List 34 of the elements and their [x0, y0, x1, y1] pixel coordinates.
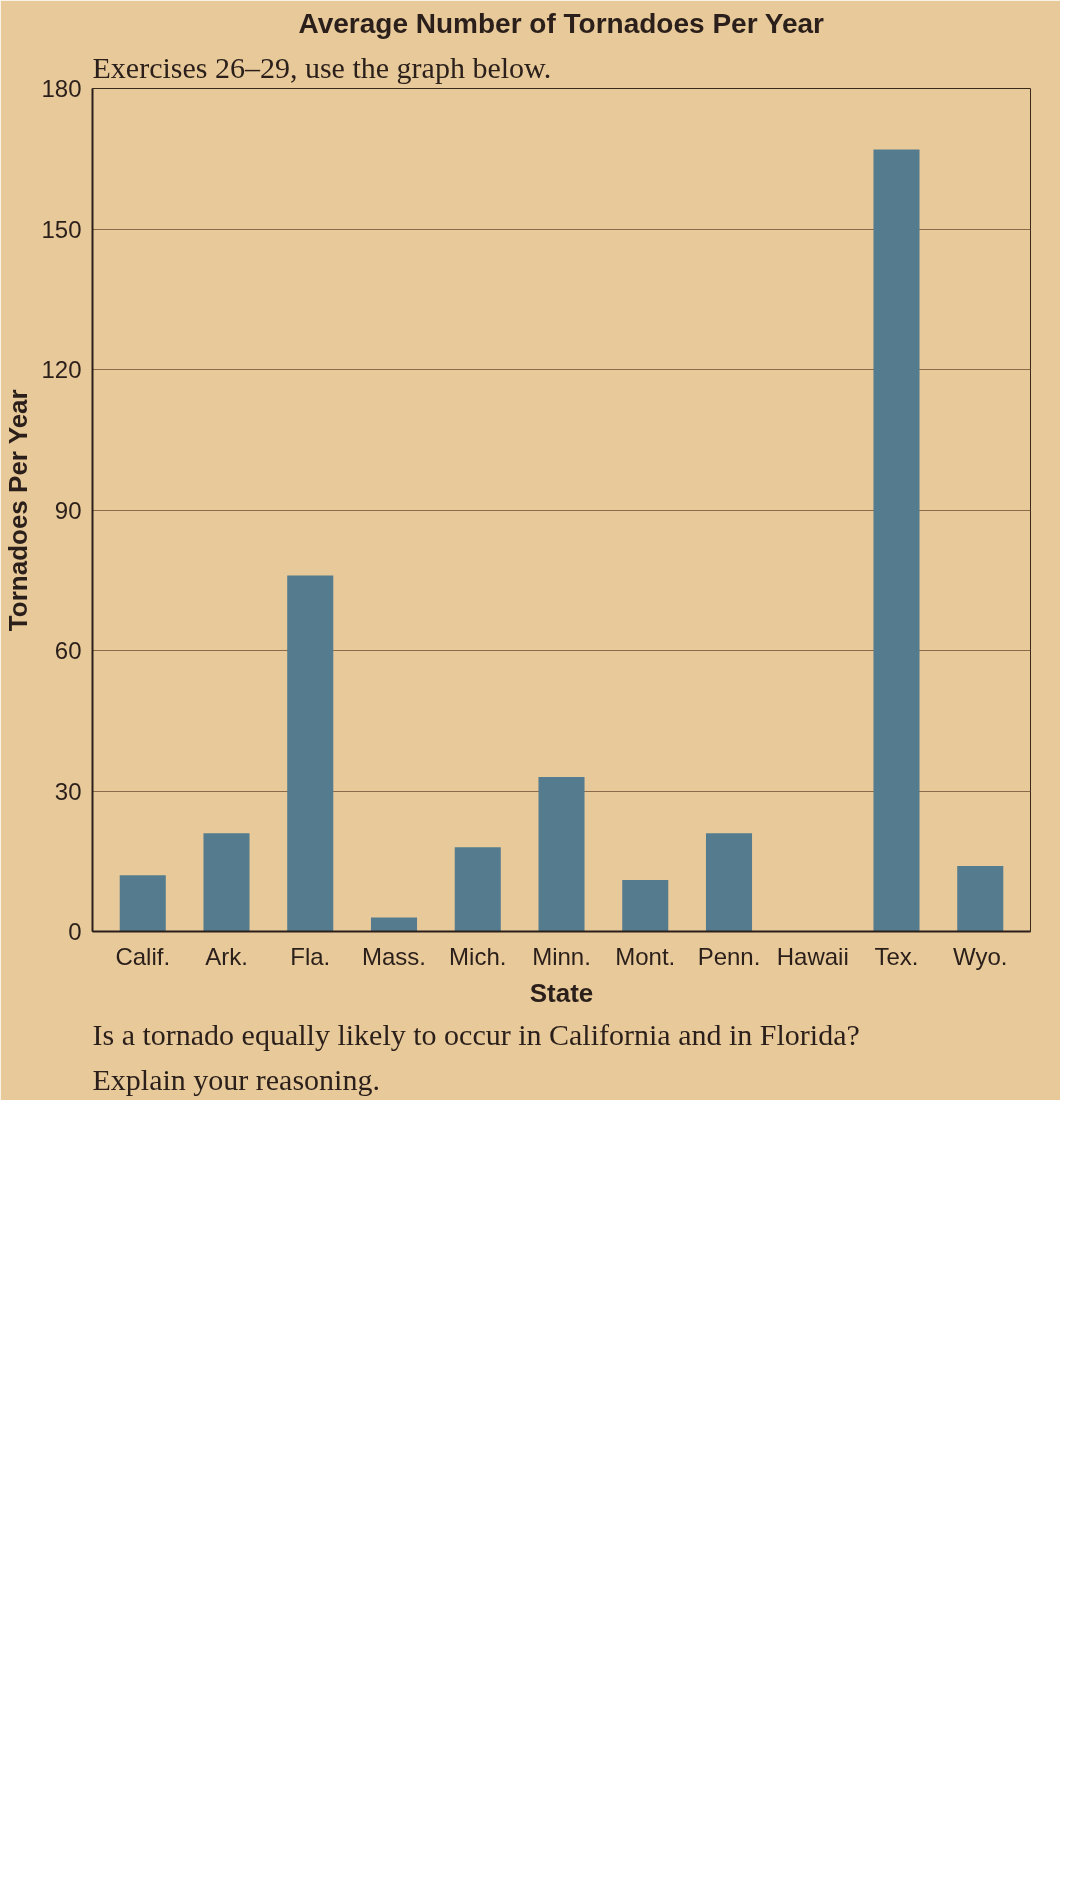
x-tick-label: Penn. — [697, 942, 761, 970]
x-tick-label: Minn. — [532, 942, 591, 970]
text: Is a tornado equally likely to occur in California and in Florida? — [92, 1017, 860, 1051]
bar — [873, 149, 920, 932]
x-tick-label: Wyo. — [953, 942, 1008, 970]
x-tick-label: Ark. — [205, 942, 248, 970]
bar — [454, 847, 501, 932]
y-tick-label: 120 — [41, 356, 82, 383]
x-tick-label: Mass. — [362, 942, 427, 970]
chart-title: Average Number of Tornadoes Per Year — [298, 7, 825, 39]
y-tick-label: 30 — [54, 777, 82, 805]
bar — [622, 879, 669, 932]
x-tick-label: Mont. — [615, 942, 676, 970]
bar — [705, 833, 753, 932]
x-tick-label: Mich. — [449, 942, 507, 970]
x-tick-label: Hawaii — [776, 942, 849, 970]
y-tick-label: 60 — [54, 637, 82, 664]
y-tick-label: 0 — [68, 918, 82, 945]
y-axis-title: Tornadoes Per Year — [3, 389, 34, 632]
bar — [119, 875, 166, 932]
x-tick-label: Fla. — [290, 942, 331, 970]
x-tick-label: Tex. — [874, 942, 919, 970]
x-tick-label: Calif. — [115, 942, 171, 970]
text: Exercises 26–29, use the graph below. — [92, 50, 552, 84]
y-tick-label: 90 — [54, 496, 82, 524]
bar — [203, 833, 250, 932]
y-tick-label: 150 — [41, 215, 82, 243]
y-tick-label: 180 — [41, 75, 82, 102]
x-axis-title: State — [529, 977, 594, 1008]
bar — [538, 776, 585, 932]
bar — [370, 917, 418, 932]
text: Explain your reasoning. — [92, 1062, 380, 1096]
bar — [287, 575, 334, 932]
bar — [957, 865, 1004, 932]
